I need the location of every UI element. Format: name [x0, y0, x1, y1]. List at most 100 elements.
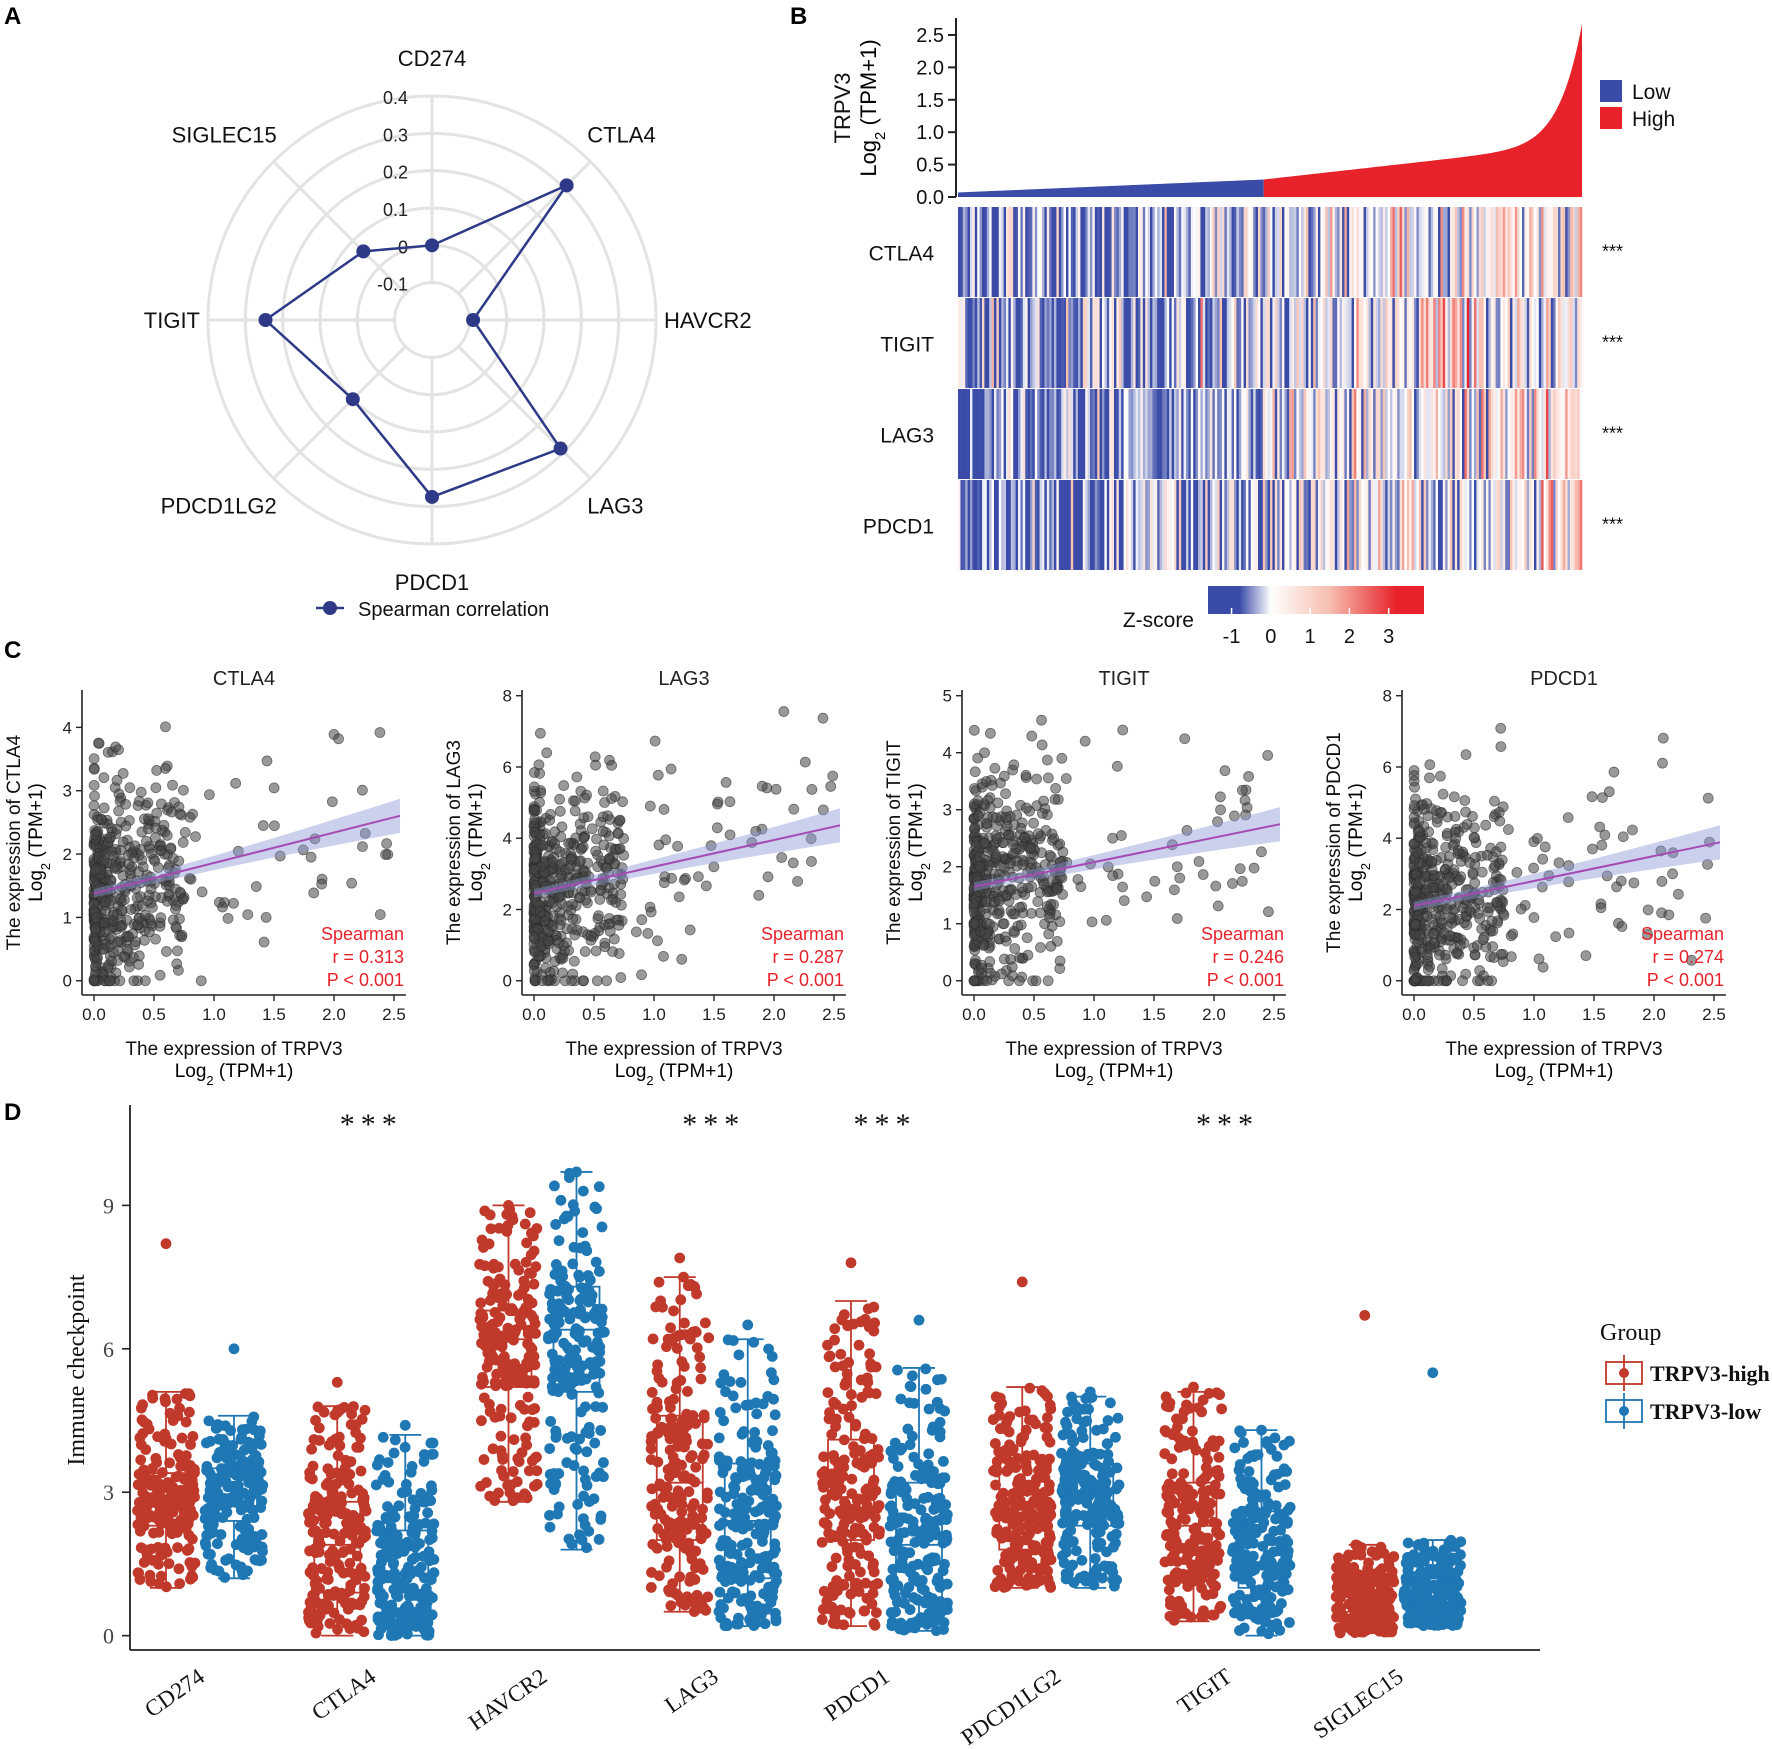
- scatter-point: [161, 946, 172, 957]
- box-point: [744, 1547, 756, 1559]
- heatmap-cell: [1433, 389, 1436, 479]
- heatmap-cell: [1363, 480, 1367, 570]
- heatmap-cell: [1327, 480, 1331, 570]
- scatter-point: [1528, 912, 1540, 923]
- heatmap-cell: [1025, 480, 1028, 570]
- heatmap-cell: [1234, 480, 1237, 570]
- heatmap-cell: [1567, 480, 1571, 570]
- scatter-point: [968, 724, 980, 736]
- scatter-point: [983, 859, 995, 871]
- box-point: [577, 1227, 589, 1239]
- heatmap-cell: [1337, 480, 1340, 570]
- scatter-stat-p: P < 0.001: [1207, 970, 1284, 990]
- heatmap-cell: [1267, 389, 1271, 479]
- scatter-point: [203, 789, 215, 801]
- heatmap-cell: [1548, 480, 1552, 570]
- scatter-stat-r: r = 0.287: [772, 947, 844, 967]
- scatter-point: [1494, 815, 1506, 827]
- scatter-point: [1036, 739, 1048, 751]
- radar-point-tigit: [258, 313, 273, 327]
- heatmap-cell: [962, 480, 966, 570]
- heatmap-cell: [1397, 480, 1400, 570]
- box-point: [339, 1589, 351, 1601]
- heatmap-cell: [1015, 207, 1019, 297]
- scatter-point: [806, 856, 817, 867]
- heatmap-cell: [965, 298, 968, 388]
- scatter-point: [652, 935, 663, 947]
- heatmap-cell: [1128, 480, 1132, 570]
- heatmap-cell: [1399, 207, 1403, 297]
- heatmap-cell: [1118, 207, 1122, 297]
- scatter-point: [1030, 975, 1042, 987]
- box-point: [548, 1468, 560, 1479]
- heatmap-cell: [1339, 480, 1343, 570]
- heatmap-cell: [1037, 207, 1040, 297]
- heatmap-cell: [1375, 389, 1379, 479]
- scatter-point: [1414, 929, 1426, 941]
- heatmap-cell: [1553, 480, 1556, 570]
- scatter-point: [1111, 760, 1123, 772]
- heatmap-cell: [1445, 480, 1448, 570]
- scatter-point: [1149, 875, 1161, 887]
- heatmap-cell: [1435, 480, 1439, 570]
- box-point: [652, 1503, 664, 1515]
- scatter-point: [658, 877, 670, 889]
- heatmap-cell: [1406, 298, 1410, 388]
- heatmap-cell: [1464, 298, 1468, 388]
- scatter-point: [326, 796, 338, 808]
- scatter-point: [1702, 792, 1714, 804]
- heatmap-cell: [1034, 298, 1038, 388]
- heatmap-cell: [1231, 207, 1235, 297]
- heatmap-cell: [1042, 207, 1045, 297]
- heatmap-cell: [1262, 389, 1266, 479]
- radar-legend-label: Spearman correlation: [358, 599, 549, 621]
- box-point: [200, 1540, 212, 1551]
- heatmap-cell: [1212, 480, 1216, 570]
- box-point: [695, 1373, 707, 1385]
- heatmap-cell: [1495, 389, 1499, 479]
- scatter-point: [559, 975, 571, 987]
- heatmap-cell: [1248, 480, 1252, 570]
- heatmap-cell: [1474, 389, 1477, 479]
- heatmap-cell: [1030, 298, 1033, 388]
- scatter-point: [190, 831, 201, 843]
- heatmap-cell: [972, 207, 976, 297]
- heatmap-cell: [1171, 389, 1175, 479]
- heatmap-cell: [1399, 389, 1403, 479]
- heatmap-cell: [1006, 480, 1009, 570]
- scatter-point: [645, 906, 657, 918]
- heatmap-cell: [1476, 298, 1480, 388]
- heatmap-cell: [1258, 389, 1261, 479]
- scatter-fit-line: [93, 814, 401, 895]
- scatter-point: [1486, 915, 1498, 927]
- heatmap-cell: [1488, 207, 1492, 297]
- scatter-point: [1424, 772, 1435, 784]
- scatter-point: [257, 820, 269, 831]
- heatmap-cell: [1454, 298, 1458, 388]
- heatmap-cell: [1229, 207, 1232, 297]
- radar-spoke-3: [457, 345, 592, 480]
- heatmap-cell: [1478, 389, 1482, 479]
- box-point: [645, 1443, 657, 1455]
- heatmap-cell: [1548, 298, 1552, 388]
- heatmap-cell: [1226, 298, 1230, 388]
- bar-y-tick-label: 1.5: [916, 90, 944, 112]
- scatter-point: [1041, 754, 1053, 766]
- heatmap-cell: [965, 480, 968, 570]
- scatter-x-label-scale: Log2 (TPM+1): [615, 1061, 734, 1088]
- heatmap-cell: [1538, 480, 1542, 570]
- heatmap-cell: [1339, 389, 1343, 479]
- scatter-point: [614, 843, 626, 854]
- heatmap-cell: [1459, 480, 1463, 570]
- heatmap-cell: [1476, 207, 1480, 297]
- scatter-point: [316, 878, 328, 890]
- scatter-point: [195, 975, 207, 987]
- box-point: [180, 1416, 192, 1428]
- heatmap-cell: [1044, 480, 1048, 570]
- box-point: [344, 1623, 356, 1635]
- heatmap-cell: [1303, 480, 1307, 570]
- heatmap-cell: [1454, 207, 1458, 297]
- heatmap-cell: [982, 298, 985, 388]
- heatmap-cell: [1202, 389, 1206, 479]
- bar-y-tick-label: 0.0: [916, 187, 944, 209]
